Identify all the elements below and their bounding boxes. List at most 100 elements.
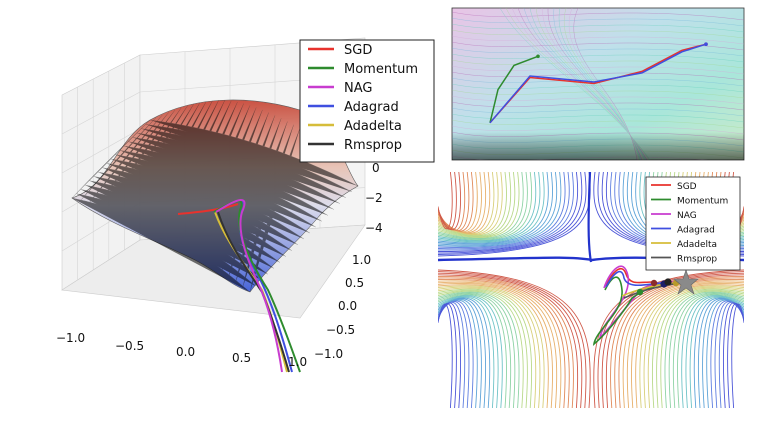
legend-contour-label: Adadelta — [677, 240, 717, 250]
surface-mesh — [71, 99, 359, 293]
contour-line — [651, 288, 744, 408]
trajectory-sgd-2d — [605, 268, 653, 287]
contour-line — [438, 271, 587, 408]
contour-line — [438, 172, 587, 255]
legend-3d-label: Adadelta — [344, 119, 402, 134]
top-contour-line — [452, 47, 744, 57]
contour-line — [438, 172, 562, 247]
3d-trajectories — [177, 199, 301, 373]
contour-line — [438, 172, 457, 230]
contour-line — [438, 172, 537, 241]
contour-line — [438, 172, 520, 238]
contour-line — [685, 295, 744, 408]
top-contour-line — [452, 113, 744, 123]
top-trajectory-momentum — [489, 55, 539, 123]
legend-contour-label: Rmsprop — [677, 255, 717, 265]
y-tick-label: 0.5 — [345, 276, 364, 290]
top-contour-line — [452, 119, 744, 129]
top-trajectory-endpoint — [704, 42, 708, 47]
contour-line — [438, 285, 545, 408]
legend-contour-label: NAG — [677, 211, 697, 221]
top-contour-line — [452, 162, 744, 170]
top-contour-line — [452, 83, 744, 93]
contour-line — [672, 293, 744, 408]
contour-line — [656, 289, 744, 408]
contour-line — [438, 289, 528, 408]
contour-line — [626, 281, 744, 408]
x-tick-label: 1.0 — [288, 355, 307, 369]
contour-line — [647, 287, 744, 408]
top-contour-line — [452, 125, 744, 135]
contour-line — [631, 283, 744, 408]
contour-line — [438, 287, 537, 408]
contour-line — [438, 172, 461, 231]
x-tick-label: −0.5 — [115, 339, 144, 353]
top-trajectories — [489, 42, 708, 124]
3d-gridline — [61, 91, 141, 135]
contour-line — [438, 172, 545, 243]
contour-line — [438, 301, 466, 408]
contour-line — [438, 292, 516, 408]
legend-3d-label: SGD — [344, 43, 372, 58]
legend-3d-box — [299, 39, 435, 163]
contour-line — [438, 291, 520, 408]
contour-line — [438, 172, 533, 241]
marker-sgd — [650, 279, 658, 287]
top-contour-line — [452, 95, 744, 105]
contour-line — [438, 172, 466, 231]
y-tick-label: −0.5 — [326, 323, 355, 337]
contour-line — [438, 284, 549, 408]
contour-line — [681, 295, 744, 408]
contour-line — [438, 172, 524, 239]
contour-line — [664, 291, 744, 408]
top-contour-line — [452, 59, 744, 69]
contour-line — [438, 294, 507, 408]
contour-line — [438, 172, 583, 254]
contour-line — [438, 286, 541, 408]
top-trajectory-adagrad — [489, 43, 707, 124]
contour-line — [438, 288, 533, 408]
bottom-trajectories — [592, 265, 683, 346]
contour-line — [587, 172, 593, 263]
legend-contour: SGD Momentum NAG Adagrad Adadelta Rmsprop — [645, 176, 741, 271]
top-panel-shadow — [452, 132, 744, 160]
contour-line — [438, 172, 558, 246]
trajectory-momentum-3d — [213, 200, 301, 373]
3d-axes-panel: −1.0 −0.5 0.0 0.5 1.0 1.0 0.5 0.0 −0.5 −… — [56, 37, 435, 373]
contour-line — [438, 303, 453, 408]
contour-line — [618, 279, 744, 408]
contour-line — [438, 290, 524, 408]
top-contour-line — [452, 101, 744, 111]
contour-line — [438, 280, 562, 408]
contour-line — [639, 285, 744, 408]
contour-line — [622, 280, 744, 408]
contour-line — [438, 293, 512, 408]
contour-line — [438, 172, 574, 251]
contour-line — [438, 303, 457, 408]
contour-line — [438, 295, 503, 408]
y-tick-label: 1.0 — [352, 253, 371, 267]
legend-contour-label: SGD — [677, 182, 697, 192]
contour-line — [731, 303, 744, 408]
top-contour-line — [452, 11, 744, 21]
contour-line — [438, 279, 566, 408]
contour-line — [438, 172, 528, 240]
contour-line — [438, 302, 461, 408]
legend-contour-label: Momentum — [677, 197, 728, 207]
contour-line — [438, 295, 499, 408]
minimum-star-marker — [673, 269, 699, 295]
marker-rmsprop — [664, 278, 672, 286]
contour-line — [610, 275, 744, 408]
contour-line — [677, 294, 744, 408]
contour-line — [438, 277, 570, 408]
contour-line — [643, 286, 744, 408]
legend-3d-label: NAG — [344, 81, 372, 96]
top-trajectory-endpoint — [536, 54, 540, 59]
y-tick-label: 0.0 — [338, 299, 357, 313]
contour-line — [601, 272, 744, 408]
trajectory-nag-3d — [215, 199, 283, 373]
contour-line — [438, 172, 541, 242]
z-tick-label: −4 — [365, 221, 383, 235]
top-contour-line — [452, 107, 744, 117]
